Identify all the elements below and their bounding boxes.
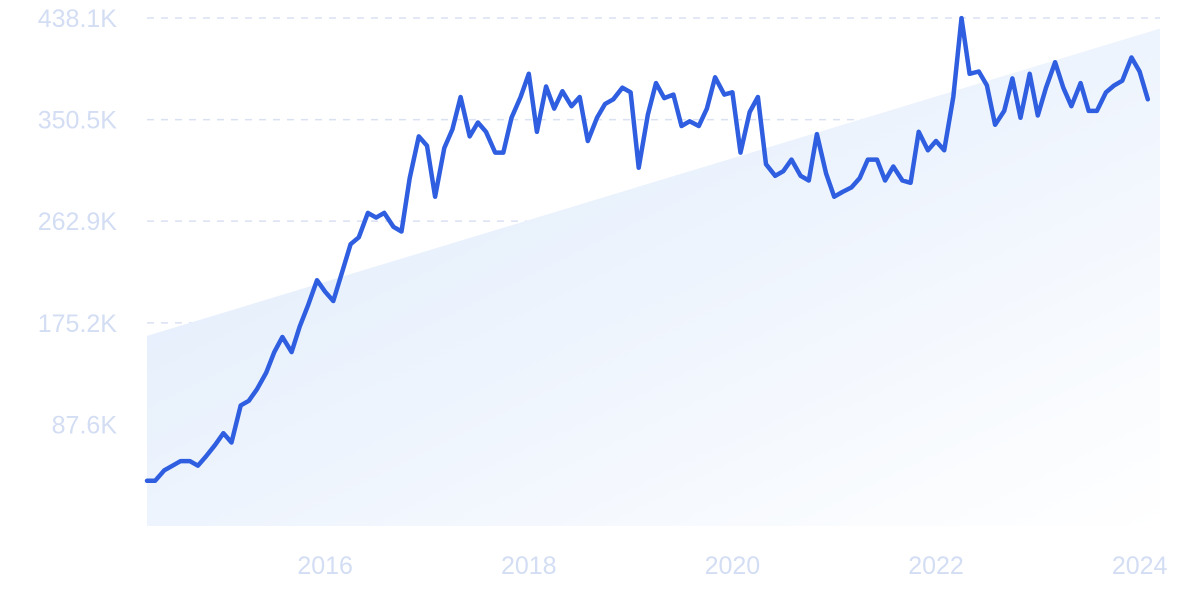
- x-tick-label: 2016: [297, 552, 353, 580]
- trend-area-fill: [147, 28, 1160, 526]
- y-tick-label: 87.6K: [52, 411, 118, 439]
- x-tick-label: 2024: [1112, 552, 1168, 580]
- y-tick-label: 438.1K: [38, 5, 118, 33]
- y-axis: 87.6K 175.2K 262.9K 350.5K 438.1K: [38, 5, 118, 439]
- trend-area: [147, 28, 1160, 526]
- x-tick-label: 2020: [705, 552, 761, 580]
- y-tick-label: 175.2K: [38, 310, 118, 338]
- y-tick-label: 262.9K: [38, 208, 118, 236]
- x-tick-label: 2018: [501, 552, 557, 580]
- series-line-0: [144, 15, 1151, 484]
- x-tick-label: 2022: [908, 552, 964, 580]
- y-tick-label: 350.5K: [38, 107, 118, 135]
- x-axis: 2016 2018 2020 2022 2024: [297, 552, 1167, 580]
- series: [144, 15, 1151, 484]
